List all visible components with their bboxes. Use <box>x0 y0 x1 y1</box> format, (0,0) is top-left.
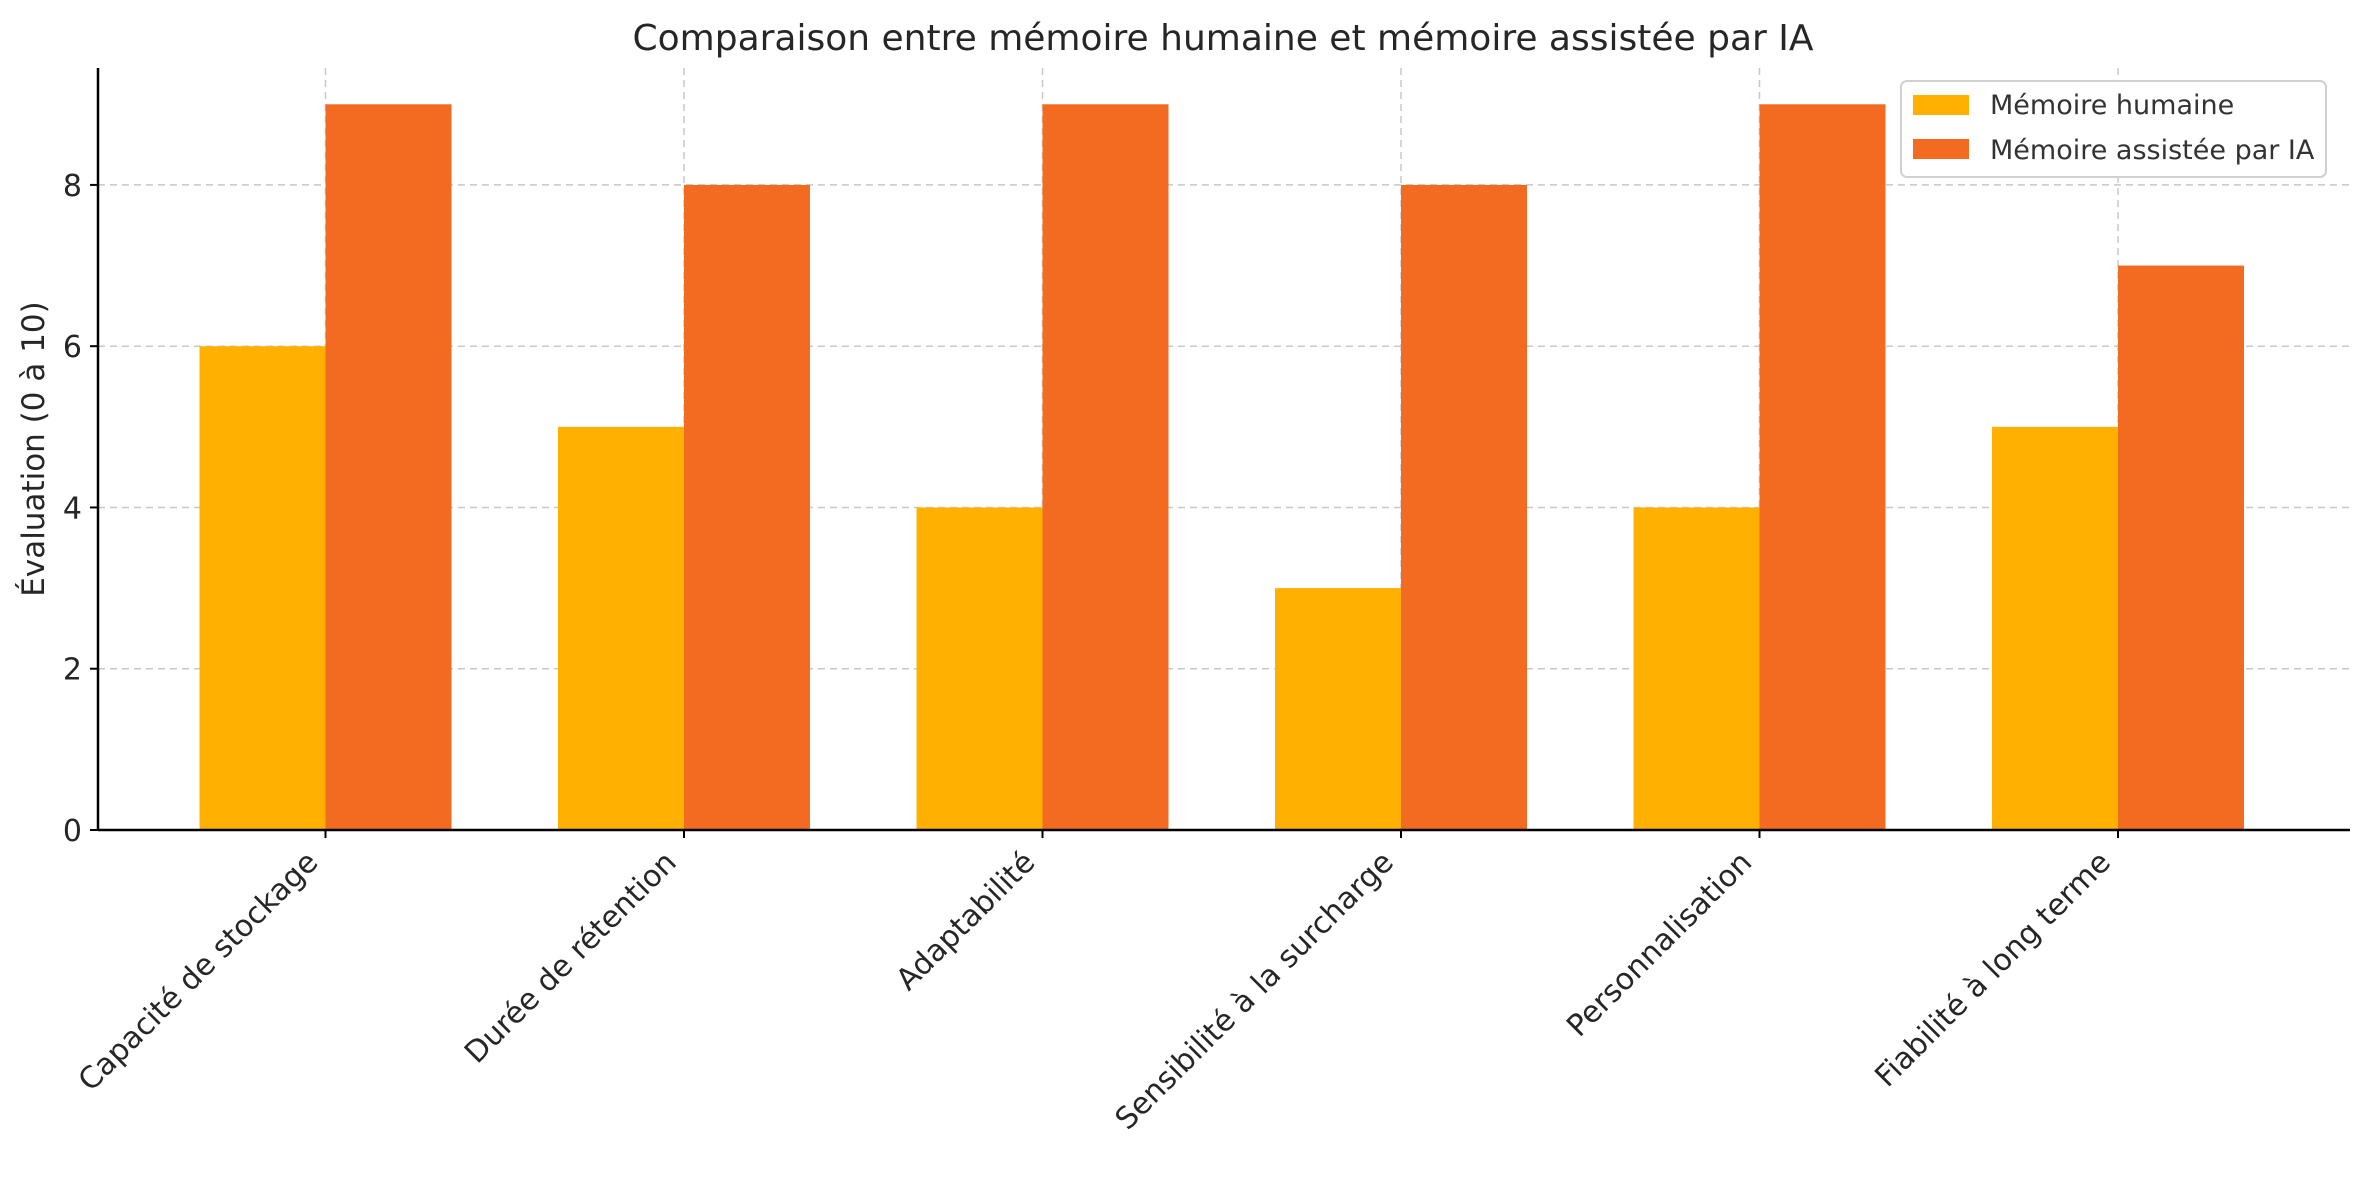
legend-frame <box>1900 80 2327 178</box>
x-tick-label: Personnalisation <box>1560 845 1759 1044</box>
x-tick-label: Fiabilité à long terme <box>1868 845 2117 1094</box>
legend: Mémoire humaine Mémoire assistée par IA <box>1900 80 2327 178</box>
bar-human-3 <box>1275 588 1401 830</box>
y-axis-label: Évaluation (0 à 10) <box>16 301 52 596</box>
bar-ai-3 <box>1401 184 1527 830</box>
legend-swatch-human <box>1913 95 1969 115</box>
y-tick-label: 4 <box>63 491 82 526</box>
bar-ai-2 <box>1042 104 1169 831</box>
y-tick-label: 2 <box>63 653 82 688</box>
bar-ai-5 <box>2118 265 2244 830</box>
bar-ai-4 <box>1759 104 1886 831</box>
y-tick-label: 8 <box>63 169 82 204</box>
axes <box>96 68 2350 832</box>
bar-human-0 <box>199 346 326 830</box>
x-tick-label: Capacité de stockage <box>72 845 325 1098</box>
bar-human-4 <box>1633 507 1760 830</box>
bars <box>199 104 2244 831</box>
y-tick-labels: 0 2 4 6 8 <box>63 169 98 849</box>
chart-title: Comparaison entre mémoire humaine et mém… <box>632 18 1813 59</box>
y-tick-label: 6 <box>63 330 82 365</box>
x-tick-label: Durée de rétention <box>458 845 684 1071</box>
bar-human-5 <box>1992 426 2118 830</box>
x-tick-label: Adaptabilité <box>889 845 1042 998</box>
y-tick-label: 0 <box>63 814 82 849</box>
bar-human-2 <box>916 507 1043 830</box>
legend-swatch-ai <box>1913 139 1969 159</box>
legend-label-human: Mémoire humaine <box>1990 90 2234 121</box>
bar-ai-0 <box>325 104 452 831</box>
bar-human-1 <box>558 426 684 830</box>
x-tick-label: Sensibilité à la surcharge <box>1109 845 1401 1137</box>
legend-label-ai: Mémoire assistée par IA <box>1990 135 2315 166</box>
x-tick-labels: Capacité de stockage Durée de rétention Ad… <box>72 830 2119 1137</box>
bar-ai-1 <box>684 184 810 830</box>
